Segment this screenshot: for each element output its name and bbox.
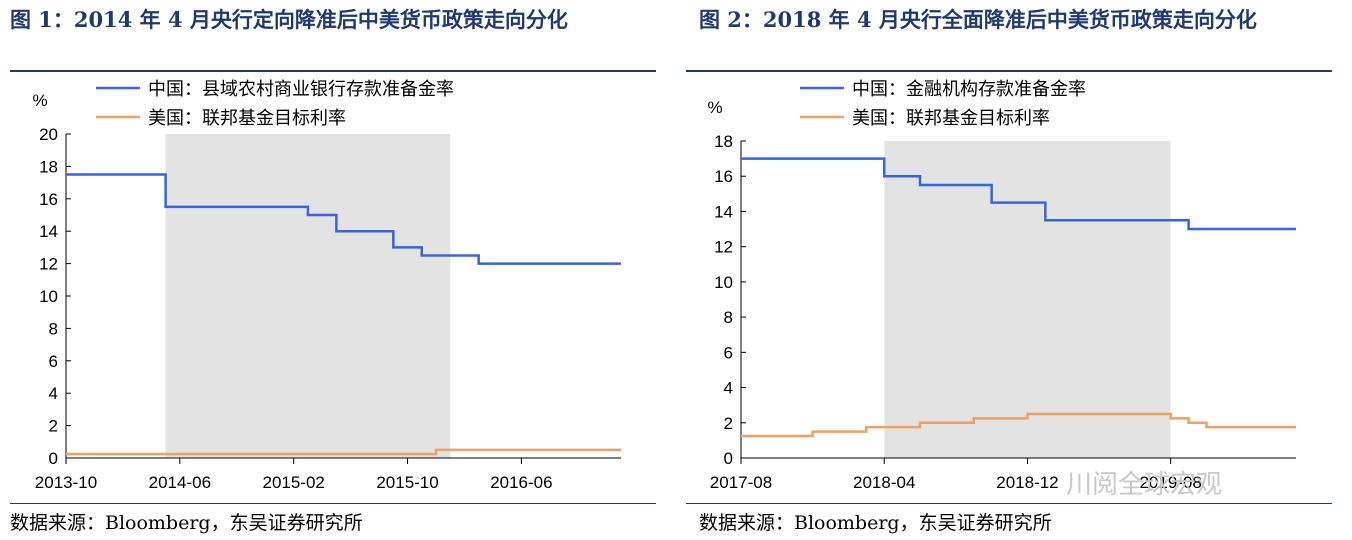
y-tick-label: 0	[49, 449, 58, 468]
y-tick-label: 6	[49, 352, 58, 371]
y-tick-label: 20	[39, 125, 58, 144]
y-axis-label: %	[32, 91, 47, 110]
watermark-text: 川阅全球宏观	[1066, 470, 1223, 500]
x-tick-label: 2015-02	[262, 473, 324, 492]
series-line-us	[741, 412, 1296, 438]
y-tick-label: 10	[39, 287, 58, 306]
y-tick-label: 16	[39, 190, 58, 209]
title-rule-1	[10, 70, 656, 72]
y-tick-label: 16	[714, 167, 733, 186]
x-tick-label: 2019-08	[1139, 473, 1201, 492]
chart-title-1: 图 1：2014 年 4 月央行定向降准后中美货币政策走向分化	[10, 7, 568, 32]
x-tick-label: 2016-06	[490, 473, 552, 492]
x-tick-label: 2017-08	[710, 473, 772, 492]
y-tick-label: 18	[39, 157, 58, 176]
source-note-1: 数据来源：Bloomberg，东吴证券研究所	[10, 512, 363, 534]
legend-label: 美国：联邦基金目标利率	[148, 108, 346, 129]
chart-panel-2: 图 2：2018 年 4 月央行全面降准后中美货币政策走向分化 数据来源：Blo…	[676, 0, 1352, 540]
y-tick-label: 8	[49, 319, 58, 338]
series-line-us	[66, 448, 621, 456]
chart-panel-1: 图 1：2014 年 4 月央行定向降准后中美货币政策走向分化 数据来源：Blo…	[10, 7, 656, 534]
y-tick-label: 6	[724, 343, 733, 362]
x-tick-label: 2018-12	[996, 473, 1058, 492]
chart-1: 0 2 4 6 8 10 12 14 16 18 20% 2013-10 2014-06 2015-02 2…	[32, 79, 622, 492]
y-tick-label: 12	[714, 238, 733, 257]
x-tick-label: 2015-10	[376, 473, 438, 492]
y-tick-label: 18	[714, 132, 733, 151]
legend-label: 美国：联邦基金目标利率	[852, 108, 1050, 129]
y-tick-label: 8	[724, 308, 733, 327]
x-tick-label: 2018-04	[853, 473, 915, 492]
y-tick-label: 14	[39, 222, 58, 241]
y-tick-label: 12	[39, 255, 58, 274]
y-tick-label: 10	[714, 273, 733, 292]
series-line-china	[66, 173, 621, 265]
y-tick-label: 4	[49, 384, 58, 403]
series-line-china	[741, 157, 1296, 231]
title-rule-2	[686, 70, 1332, 72]
bottom-rule-1	[10, 503, 656, 504]
y-tick-label: 0	[724, 449, 733, 468]
y-tick-label: 14	[714, 202, 733, 221]
legend-label: 中国：县域农村商业银行存款准备金率	[148, 79, 454, 100]
shaded-period	[165, 134, 451, 458]
y-tick-label: 2	[724, 414, 733, 433]
x-tick-label: 2014-06	[149, 473, 211, 492]
chart-2: 0 2 4 6 8 10 12 14 16 18% 2017-08 2018-04 2018-12 201…	[707, 79, 1297, 492]
y-tick-label: 2	[49, 417, 58, 436]
x-tick-label: 2013-10	[35, 473, 97, 492]
legend-label: 中国：金融机构存款准备金率	[852, 79, 1086, 100]
shaded-period	[884, 141, 1171, 458]
y-tick-label: 4	[724, 379, 733, 398]
bottom-rule-2	[686, 503, 1332, 504]
chart-title-2: 图 2：2018 年 4 月央行全面降准后中美货币政策走向分化	[699, 7, 1257, 32]
y-axis-label: %	[707, 98, 722, 117]
source-note-2: 数据来源：Bloomberg，东吴证券研究所	[699, 512, 1052, 534]
